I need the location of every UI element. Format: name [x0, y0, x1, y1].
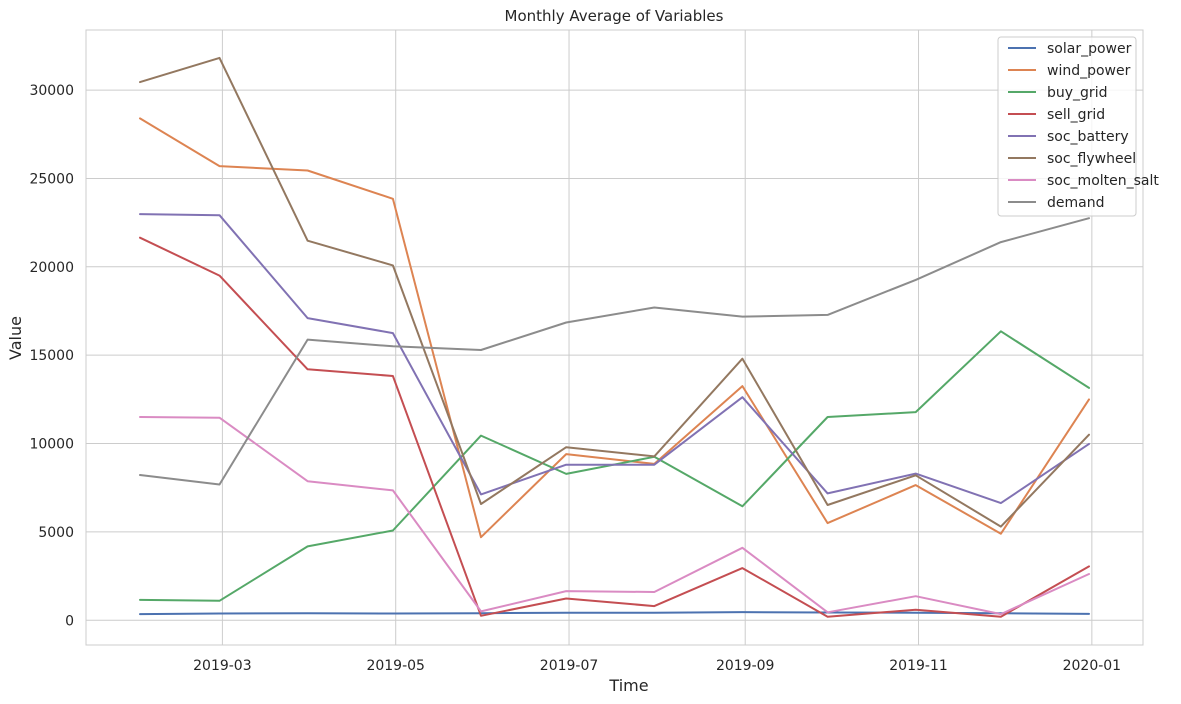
legend-item: solar_power [1008, 41, 1132, 57]
plot-area [85, 29, 1144, 646]
legend-box [997, 36, 1137, 217]
y-tick-label: 30000 [29, 83, 74, 99]
legend-item: buy_grid [1008, 85, 1107, 101]
x-tick-label: 2020-01 [1063, 658, 1122, 674]
y-tick-label: 25000 [29, 171, 74, 187]
x-axis-ticks: 2019-03 2019-05 2019-07 2019-09 2019-11 2020-… [193, 658, 1121, 674]
legend-label: buy_grid [1047, 85, 1107, 101]
series-line-solar-power [139, 611, 1090, 616]
y-tick-label: 10000 [29, 437, 74, 453]
legend-item: sell_grid [1008, 107, 1105, 123]
y-axis-title: Value [6, 316, 25, 360]
series-line-sell-grid [139, 236, 1090, 618]
legend-label: sell_grid [1047, 107, 1105, 123]
legend-item: soc_flywheel [1008, 151, 1136, 167]
series-lines [139, 56, 1090, 618]
series-line-soc-flywheel [139, 56, 1090, 528]
legend-label: solar_power [1047, 41, 1132, 57]
y-axis-ticks: 0 5000 10000 15000 20000 25000 30000 [29, 83, 74, 629]
legend-label: soc_battery [1047, 129, 1129, 145]
legend-item: wind_power [1008, 63, 1131, 79]
x-tick-label: 2019-07 [540, 658, 599, 674]
legend-label: soc_molten_salt [1047, 173, 1159, 189]
legend-item: demand [1008, 195, 1104, 211]
x-tick-label: 2019-03 [193, 658, 252, 674]
legend-label: demand [1047, 195, 1104, 211]
legend: solar_power wind_power buy_grid sell_gridso… [997, 36, 1159, 217]
series-line-wind-power [139, 117, 1090, 539]
x-tick-label: 2019-05 [366, 658, 425, 674]
x-axis-title: Time [608, 676, 648, 695]
series-line-demand [139, 217, 1090, 486]
series-line-soc-molten-salt [139, 416, 1090, 616]
y-tick-label: 5000 [38, 525, 74, 541]
y-tick-label: 20000 [29, 260, 74, 276]
chart-title: Monthly Average of Variables [505, 7, 724, 25]
y-tick-label: 0 [65, 613, 74, 629]
series-line-soc-battery [139, 213, 1090, 505]
legend-item: soc_molten_salt [1008, 173, 1159, 189]
legend-item: soc_battery [1008, 129, 1129, 145]
legend-items: solar_power wind_power buy_grid sell_gridso… [1008, 41, 1159, 211]
legend-label: soc_flywheel [1047, 151, 1136, 167]
y-tick-label: 15000 [29, 348, 74, 364]
x-tick-label: 2019-11 [889, 658, 948, 674]
grid [86, 30, 1143, 645]
legend-label: wind_power [1047, 63, 1131, 79]
x-tick-label: 2019-09 [716, 658, 775, 674]
